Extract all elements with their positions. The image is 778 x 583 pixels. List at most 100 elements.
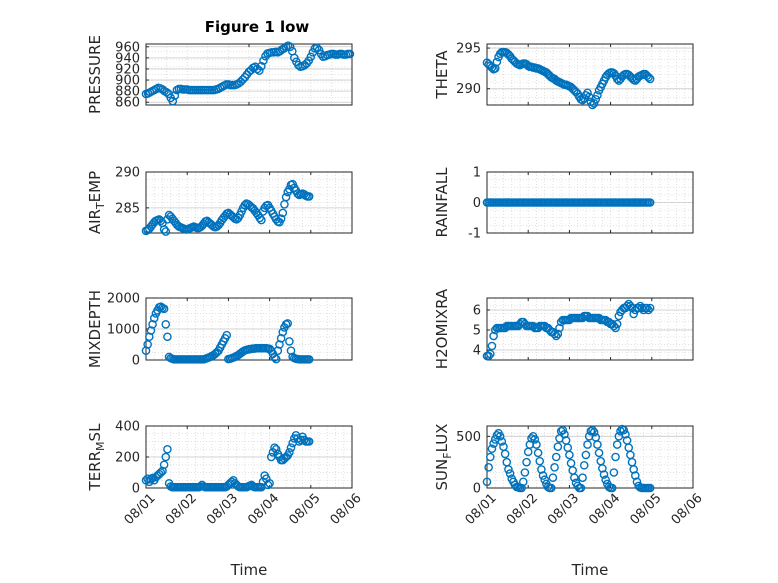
- data-point: [530, 435, 540, 444]
- x-tick-label: 08/06: [328, 491, 365, 528]
- data-point: [271, 354, 281, 364]
- y-tick-label: 290: [456, 82, 481, 97]
- data-point: [558, 425, 568, 435]
- x-tick-label: 08/04: [245, 491, 282, 528]
- data-point: [607, 483, 617, 493]
- y-axis-label: TERRMSL: [86, 423, 107, 492]
- y-tick-label: 860: [115, 96, 140, 111]
- y-axis-label: PRESSURE: [86, 35, 104, 114]
- data-point: [612, 440, 622, 449]
- data-point: [143, 340, 152, 349]
- y-tick-label: 295: [456, 42, 481, 57]
- data-point: [611, 452, 620, 462]
- data-point: [593, 90, 602, 100]
- data-point: [609, 468, 619, 477]
- data-point: [148, 473, 157, 483]
- data-point: [551, 331, 561, 341]
- y-tick-label: 290: [115, 166, 140, 181]
- y-axis-label: H2OMIXRA: [433, 288, 451, 369]
- data-point: [555, 323, 564, 333]
- x-tick-label: 08/02: [163, 491, 200, 528]
- data-point: [304, 192, 314, 201]
- data-point: [487, 63, 497, 72]
- data-point: [238, 75, 248, 84]
- data-point: [492, 57, 502, 67]
- data-point: [345, 49, 355, 59]
- data-point: [278, 327, 288, 337]
- data-point: [581, 450, 591, 460]
- data-point: [591, 95, 601, 104]
- data-point: [619, 425, 629, 435]
- data-point: [163, 332, 172, 342]
- data-point: [578, 473, 587, 482]
- data-point: [257, 215, 266, 225]
- data-point: [550, 329, 559, 339]
- data-point: [294, 60, 303, 70]
- data-point: [484, 351, 493, 361]
- data-point: [548, 473, 558, 482]
- x-tick-label: 08/05: [627, 491, 664, 528]
- data-point: [482, 477, 492, 487]
- series-markers: [141, 41, 355, 106]
- x-axis-label: Time: [571, 561, 609, 579]
- data-point: [265, 479, 274, 488]
- data-point: [163, 444, 172, 454]
- y-tick-label: 0: [132, 354, 140, 369]
- subplot-3: 285 290 AIRTEMP: [86, 166, 353, 236]
- data-point: [601, 475, 610, 485]
- y-axis-label: SUNFLUX: [433, 424, 454, 491]
- data-point: [159, 225, 169, 234]
- y-tick-label: 900: [115, 74, 140, 89]
- x-tick-label: 08/03: [204, 491, 241, 528]
- data-point: [535, 456, 545, 466]
- data-point: [162, 87, 171, 97]
- data-point: [159, 304, 169, 314]
- data-point: [540, 475, 549, 485]
- data-point: [263, 480, 273, 490]
- y-tick-label: -1: [468, 227, 481, 242]
- data-point: [645, 74, 655, 84]
- data-point: [579, 460, 589, 470]
- y-tick-label: 940: [115, 51, 140, 66]
- figure-title: Figure 1 low: [205, 18, 310, 36]
- data-point: [255, 213, 265, 223]
- data-point: [642, 303, 652, 313]
- data-point: [550, 463, 559, 472]
- data-point: [644, 73, 653, 82]
- data-point: [276, 214, 286, 223]
- data-point: [146, 475, 156, 484]
- data-point: [589, 427, 599, 437]
- data-point: [485, 452, 495, 462]
- data-point: [168, 96, 178, 106]
- data-point: [551, 452, 561, 462]
- x-tick-label: 08/01: [122, 491, 159, 528]
- subplot-7: 0 200 400 08/01 08/02 08/03 08/04 08/05 08/06 Tim…: [86, 420, 365, 580]
- data-point: [583, 88, 592, 98]
- data-point: [504, 465, 513, 474]
- data-point: [285, 448, 294, 457]
- x-tick-label: 08/02: [504, 491, 541, 528]
- data-point: [485, 349, 495, 359]
- data-point: [645, 303, 655, 313]
- series-markers: [482, 47, 655, 110]
- series-markers: [482, 198, 655, 207]
- data-point: [570, 473, 579, 482]
- data-point: [599, 470, 609, 479]
- axes-frame: [486, 297, 694, 361]
- data-point: [278, 208, 288, 218]
- series-markers: [141, 179, 314, 236]
- y-tick-label: 960: [115, 40, 140, 55]
- y-tick-label: 920: [115, 62, 140, 77]
- data-point: [522, 457, 531, 467]
- data-point: [270, 353, 279, 362]
- y-axis-label: MIXDEPTH: [86, 290, 104, 368]
- data-point: [495, 432, 505, 441]
- y-tick-label: 2000: [107, 292, 140, 307]
- data-point: [161, 320, 171, 329]
- y-tick-label: 500: [456, 430, 481, 445]
- data-point: [484, 463, 493, 472]
- data-point: [149, 313, 159, 323]
- data-point: [489, 331, 498, 341]
- y-tick-label: 400: [115, 420, 140, 435]
